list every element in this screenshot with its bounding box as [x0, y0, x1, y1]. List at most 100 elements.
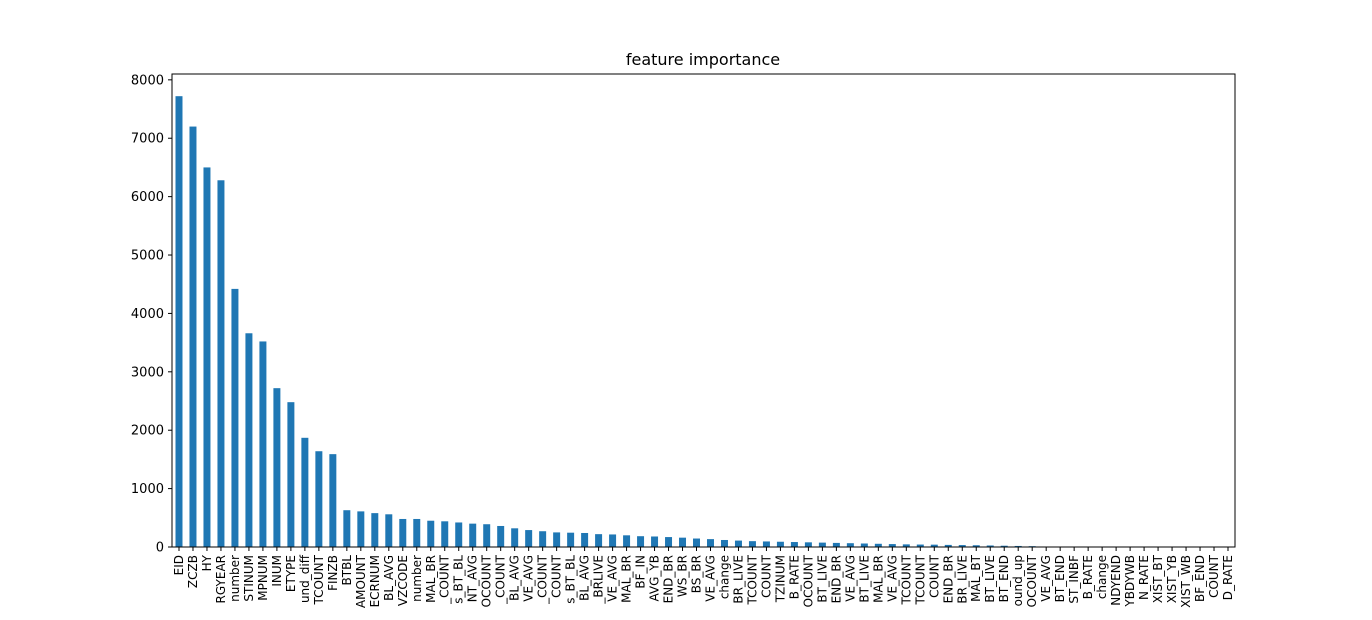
bar [553, 532, 560, 547]
x-tick-label: B_RATE [1081, 555, 1095, 599]
x-tick-label: change [1095, 555, 1109, 599]
x-tick-label: TZINUM [773, 555, 787, 603]
bar [176, 96, 183, 547]
x-tick-label: COUNT [759, 554, 773, 598]
y-tick-label: 5000 [131, 249, 164, 264]
y-tick-label: 7000 [131, 132, 164, 147]
x-tick-label: TCOUNT [312, 554, 326, 605]
bar [819, 543, 826, 547]
bar [287, 402, 294, 547]
x-tick-label: BL_AVG [508, 555, 522, 601]
x-tick-label: _COUNT [494, 554, 508, 605]
x-tick-label: BT_LIVE [815, 555, 829, 603]
x-tick-label: VE_AVG [606, 555, 620, 602]
x-tick-label: und_diff [298, 554, 312, 603]
bar [665, 537, 672, 547]
bar [329, 454, 336, 547]
y-tick-label: 1000 [131, 482, 164, 497]
x-tick-label: MAL_BR [871, 555, 885, 603]
x-tick-label: VZCODE [396, 555, 410, 606]
bar [679, 538, 686, 547]
x-tick-label: TCOUNT [899, 554, 913, 605]
x-tick-label: FINZB [326, 555, 340, 591]
x-tick-label: END_BR [662, 555, 676, 603]
x-tick-label: MAL_BR [620, 555, 634, 603]
bar [567, 533, 574, 547]
x-tick-label: COUNT [927, 554, 941, 598]
bar [315, 451, 322, 547]
x-tick-label: RGYEAR [214, 555, 228, 604]
x-tick-label: TCOUNT [913, 554, 927, 605]
bar [483, 524, 490, 547]
x-tick-label: BL_AVG [382, 555, 396, 601]
bar [693, 539, 700, 547]
x-tick-label: WS_BR [676, 555, 690, 597]
bar [539, 531, 546, 547]
y-tick-label: 4000 [131, 307, 164, 322]
x-tick-label: NDYEND [1109, 555, 1123, 606]
bar [763, 541, 770, 547]
bar [301, 438, 308, 547]
x-tick-label: ST_INBF [1067, 555, 1081, 604]
bar [861, 544, 868, 548]
x-tick-label: VE_AVG [843, 555, 857, 602]
bar [469, 524, 476, 547]
x-tick-label: STINUM [242, 555, 256, 602]
x-tick-label: D_RATE [1221, 555, 1235, 600]
bar [651, 536, 658, 547]
x-tick-label: OCOUNT [480, 554, 494, 607]
x-tick-label: s_BT_BL [564, 555, 578, 604]
bar [637, 536, 644, 547]
x-tick-label: _COUNT [438, 554, 452, 605]
bar [427, 521, 434, 547]
x-tick-label: MAL_BR [424, 555, 438, 603]
x-tick-label: XIST_WB [1179, 555, 1193, 608]
x-tick-label: HY [200, 554, 214, 571]
x-tick-label: change [717, 555, 731, 599]
y-tick-label: 8000 [131, 73, 164, 88]
x-tick-label: BL_AVG [578, 555, 592, 601]
x-tick-label: BT_LIVE [857, 555, 871, 603]
x-tick-label: OCOUNT [801, 554, 815, 607]
x-tick-label: s_BT_BL [452, 555, 466, 604]
bar [217, 180, 224, 547]
bar [623, 535, 630, 547]
x-tick-label: OCOUNT [1025, 554, 1039, 607]
x-tick-label: NT_AVG [466, 555, 480, 602]
x-tick-label: VE_AVG [885, 555, 899, 602]
bar [791, 542, 798, 547]
x-tick-label: XIST_BT [1151, 554, 1165, 603]
x-tick-label: ETYPE [284, 555, 298, 592]
bar [511, 528, 518, 547]
bar [847, 543, 854, 547]
bar [245, 333, 252, 547]
y-axis-ticks: 0 1000 2000 3000 4000 5000 6000 7000 8000 [131, 73, 172, 555]
y-tick-label: 6000 [131, 190, 164, 205]
bar [231, 289, 238, 547]
x-tick-label: VE_AVG [703, 555, 717, 602]
x-tick-label: number [410, 555, 424, 602]
x-tick-label: END_BR [829, 555, 843, 603]
bar [413, 519, 420, 547]
x-tick-label: BT_LIVE [983, 555, 997, 603]
bar [259, 341, 266, 547]
bar [581, 533, 588, 547]
bar [833, 543, 840, 547]
bar [595, 534, 602, 547]
x-tick-label: _COUNT [536, 554, 550, 605]
x-tick-label: AMOUNT [354, 554, 368, 608]
bar [399, 519, 406, 547]
x-tick-label: ECRNUM [368, 555, 382, 607]
y-tick-label: 2000 [131, 424, 164, 439]
x-tick-label: EID [172, 555, 186, 575]
x-tick-label: N_RATE [1137, 555, 1151, 600]
bars-group [176, 96, 1232, 547]
x-tick-label: END_BR [941, 555, 955, 603]
bar [749, 541, 756, 547]
y-tick-label: 3000 [131, 365, 164, 380]
bar [273, 388, 280, 547]
bar [441, 521, 448, 547]
x-tick-label: ound_up [1011, 555, 1025, 606]
y-tick-label: 0 [156, 541, 164, 556]
